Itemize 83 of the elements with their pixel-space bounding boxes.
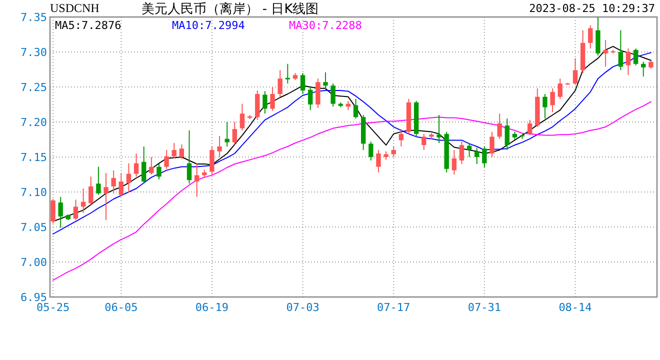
- candlestick: [194, 162, 200, 198]
- candlestick: [300, 72, 306, 94]
- candlestick: [459, 141, 464, 164]
- candlestick: [398, 128, 404, 147]
- candlestick: [572, 58, 578, 86]
- candlestick: [474, 147, 480, 164]
- x-tick-label: 07-17: [377, 301, 410, 314]
- candlestick: [316, 78, 320, 108]
- x-tick-label: 08-14: [558, 301, 592, 314]
- candlestick: [308, 86, 313, 111]
- y-tick-label: 7.20: [20, 116, 47, 129]
- candlestick: [497, 113, 502, 140]
- candlestick: [217, 136, 222, 158]
- text: MA10:7.2994: [172, 19, 246, 32]
- candlestick: [255, 90, 260, 120]
- candlestick: [134, 153, 139, 178]
- candlestick: [528, 119, 532, 136]
- y-tick-label: 7.10: [20, 186, 47, 199]
- x-tick-label: 06-05: [104, 301, 138, 314]
- candlestick: [353, 98, 358, 119]
- y-tick-label: 7.30: [20, 46, 47, 59]
- candlestick: [323, 72, 328, 91]
- candlestick: [422, 133, 426, 150]
- y-tick-label: 6.95: [20, 291, 47, 304]
- x-tick-label: 05-25: [36, 301, 70, 314]
- candlestick: [58, 196, 63, 228]
- candlestick: [50, 198, 56, 224]
- text: MA5:7.2876: [55, 19, 122, 32]
- x-tick-label: 07-03: [286, 301, 320, 314]
- y-tick-label: 7.15: [20, 151, 47, 164]
- candlestick: [88, 176, 94, 206]
- candlestick: [240, 103, 245, 131]
- candlestick: [603, 40, 608, 68]
- candlestick: [596, 16, 600, 56]
- candlestick: [96, 166, 101, 196]
- candlestick: [376, 150, 381, 173]
- candlestick: [210, 146, 214, 175]
- candlestick: [224, 122, 230, 147]
- candlestick: [270, 86, 275, 112]
- candlestick: [149, 156, 154, 175]
- candlestick: [626, 48, 631, 76]
- candlestick: [156, 164, 162, 180]
- candlestick: [436, 114, 442, 144]
- y-tick-label: 7.05: [20, 221, 47, 234]
- candlestick: [232, 122, 238, 145]
- candlestick: [558, 78, 562, 100]
- candlestick: [118, 172, 124, 197]
- candlestick: [164, 150, 169, 170]
- candlestick: [172, 142, 176, 159]
- candlestick: [278, 70, 282, 98]
- candlestick: [262, 90, 268, 114]
- candlestick: [542, 94, 548, 119]
- text: 2023-08-25 10:29:37: [529, 2, 655, 15]
- text: MA30:7.2288: [289, 19, 362, 32]
- candlestick: [618, 30, 624, 71]
- y-tick-label: 7.35: [20, 11, 47, 24]
- candlestick: [126, 162, 132, 194]
- candlestick: [73, 199, 78, 220]
- candlestick: [186, 130, 192, 184]
- candlestick: [504, 118, 510, 150]
- candlestick: [330, 83, 336, 108]
- candlestick: [490, 131, 494, 158]
- candlestick: [550, 88, 555, 113]
- candlestick: [466, 142, 472, 158]
- candlestick: [633, 48, 638, 66]
- candlestick: [452, 150, 457, 175]
- x-tick-label: 07-31: [468, 301, 501, 314]
- line-series: [52, 101, 652, 281]
- candlestick: [104, 172, 108, 220]
- candlestick: [179, 144, 184, 160]
- candlestick: [588, 24, 593, 49]
- chart-title: 美元人民币（离岸） - 日K线图: [141, 1, 319, 17]
- y-tick-label: 7.25: [20, 81, 47, 94]
- candlestick: [111, 170, 116, 194]
- candlestick: [391, 146, 396, 158]
- candlestick: [368, 141, 374, 161]
- candlestick: [641, 61, 646, 77]
- candlestick: [142, 146, 146, 184]
- x-tick-label: 06-19: [195, 301, 229, 314]
- chart-subtitle: USDCNH: [50, 1, 100, 15]
- y-tick-label: 7.00: [20, 256, 47, 269]
- candlestick: [482, 146, 487, 168]
- candlestick: [285, 63, 290, 84]
